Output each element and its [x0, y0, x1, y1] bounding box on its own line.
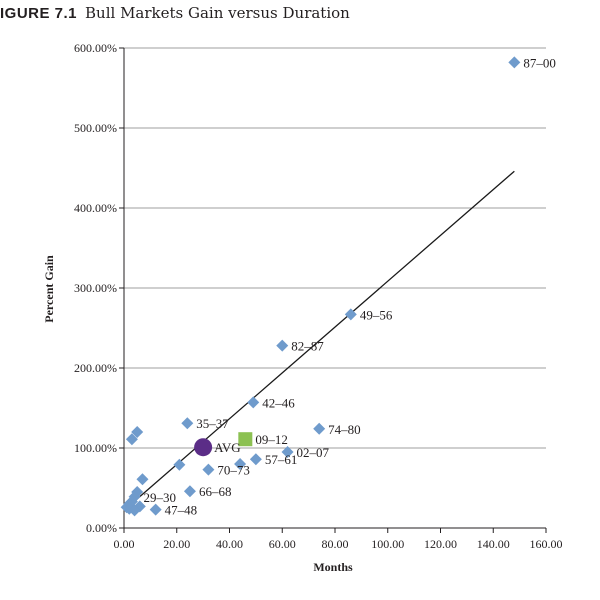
x-tick-label: 0.00	[114, 537, 135, 551]
point-label: 49–56	[360, 307, 393, 322]
diamond-point	[136, 473, 149, 486]
trendline-group	[123, 170, 515, 511]
x-tick-label: 20.00	[163, 537, 190, 551]
x-tick-label: 160.00	[530, 537, 563, 551]
current-market-square	[238, 432, 253, 447]
y-tick-label: 0.00%	[86, 521, 117, 535]
point-label: 02–07	[297, 445, 330, 460]
figure-number: IGURE 7.1	[0, 5, 78, 22]
data-points	[120, 56, 521, 517]
diamond-point	[202, 463, 215, 476]
y-tick-label: 400.00%	[74, 201, 117, 215]
diamond-point	[276, 339, 289, 352]
point-label: 42–46	[262, 395, 295, 410]
y-tick-label: 100.00%	[74, 441, 117, 455]
diamond-point	[234, 458, 247, 470]
diamond-point	[128, 504, 141, 517]
x-tick-label: 40.00	[216, 537, 243, 551]
y-tick-label: 300.00%	[74, 281, 117, 295]
point-label: 09–12	[255, 432, 288, 447]
point-label: 35–37	[196, 416, 229, 431]
x-tick-label: 80.00	[322, 537, 349, 551]
diamond-point	[247, 396, 260, 409]
diamond-point	[313, 422, 326, 435]
point-label: 47–48	[165, 503, 198, 518]
x-tick-label: 60.00	[269, 537, 296, 551]
gridlines	[124, 47, 546, 449]
y-tick-label: 200.00%	[74, 361, 117, 375]
point-label: 82–87	[291, 339, 324, 354]
diamond-point	[181, 417, 194, 430]
diamond-point	[125, 433, 138, 446]
diamond-point	[133, 500, 146, 513]
point-label: 29–30	[144, 490, 177, 505]
x-tick-label: 100.00	[371, 537, 404, 551]
diamond-point	[183, 485, 196, 498]
point-labels: 87–00 49–56 82–87 42–46 74–80 35–37 02–0757–61…	[144, 55, 556, 517]
x-tick-label: 140.00	[477, 537, 510, 551]
x-axis-title: Months	[313, 560, 353, 574]
average-circle	[194, 438, 213, 457]
diamond-point	[249, 453, 262, 466]
y-axis-title: Percent Gain	[42, 255, 56, 323]
axes: 0.00% 100.00% 200.00% 300.00% 400.00% 500.00%…	[74, 41, 563, 551]
x-tick-label: 120.00	[424, 537, 457, 551]
y-tick-label: 500.00%	[74, 121, 117, 135]
trendline	[123, 170, 515, 511]
diamond-point	[131, 426, 144, 438]
point-label: 57–61	[265, 452, 298, 467]
figure-title: IGURE 7.1 Bull Markets Gain versus Durati…	[0, 4, 350, 22]
point-label: 70–73	[217, 463, 250, 478]
point-label: 74–80	[328, 422, 361, 437]
y-tick-label: 600.00%	[74, 41, 117, 55]
point-label: AVG	[214, 440, 241, 455]
diamond-point	[281, 446, 294, 458]
point-label: 87–00	[523, 55, 556, 70]
diamond-point	[344, 308, 357, 321]
diamond-point	[149, 503, 162, 516]
point-label: 66–68	[199, 484, 232, 499]
diamond-point	[173, 458, 186, 471]
figure-title-text: Bull Markets Gain versus Duration	[85, 4, 350, 22]
diamond-point	[508, 56, 521, 69]
